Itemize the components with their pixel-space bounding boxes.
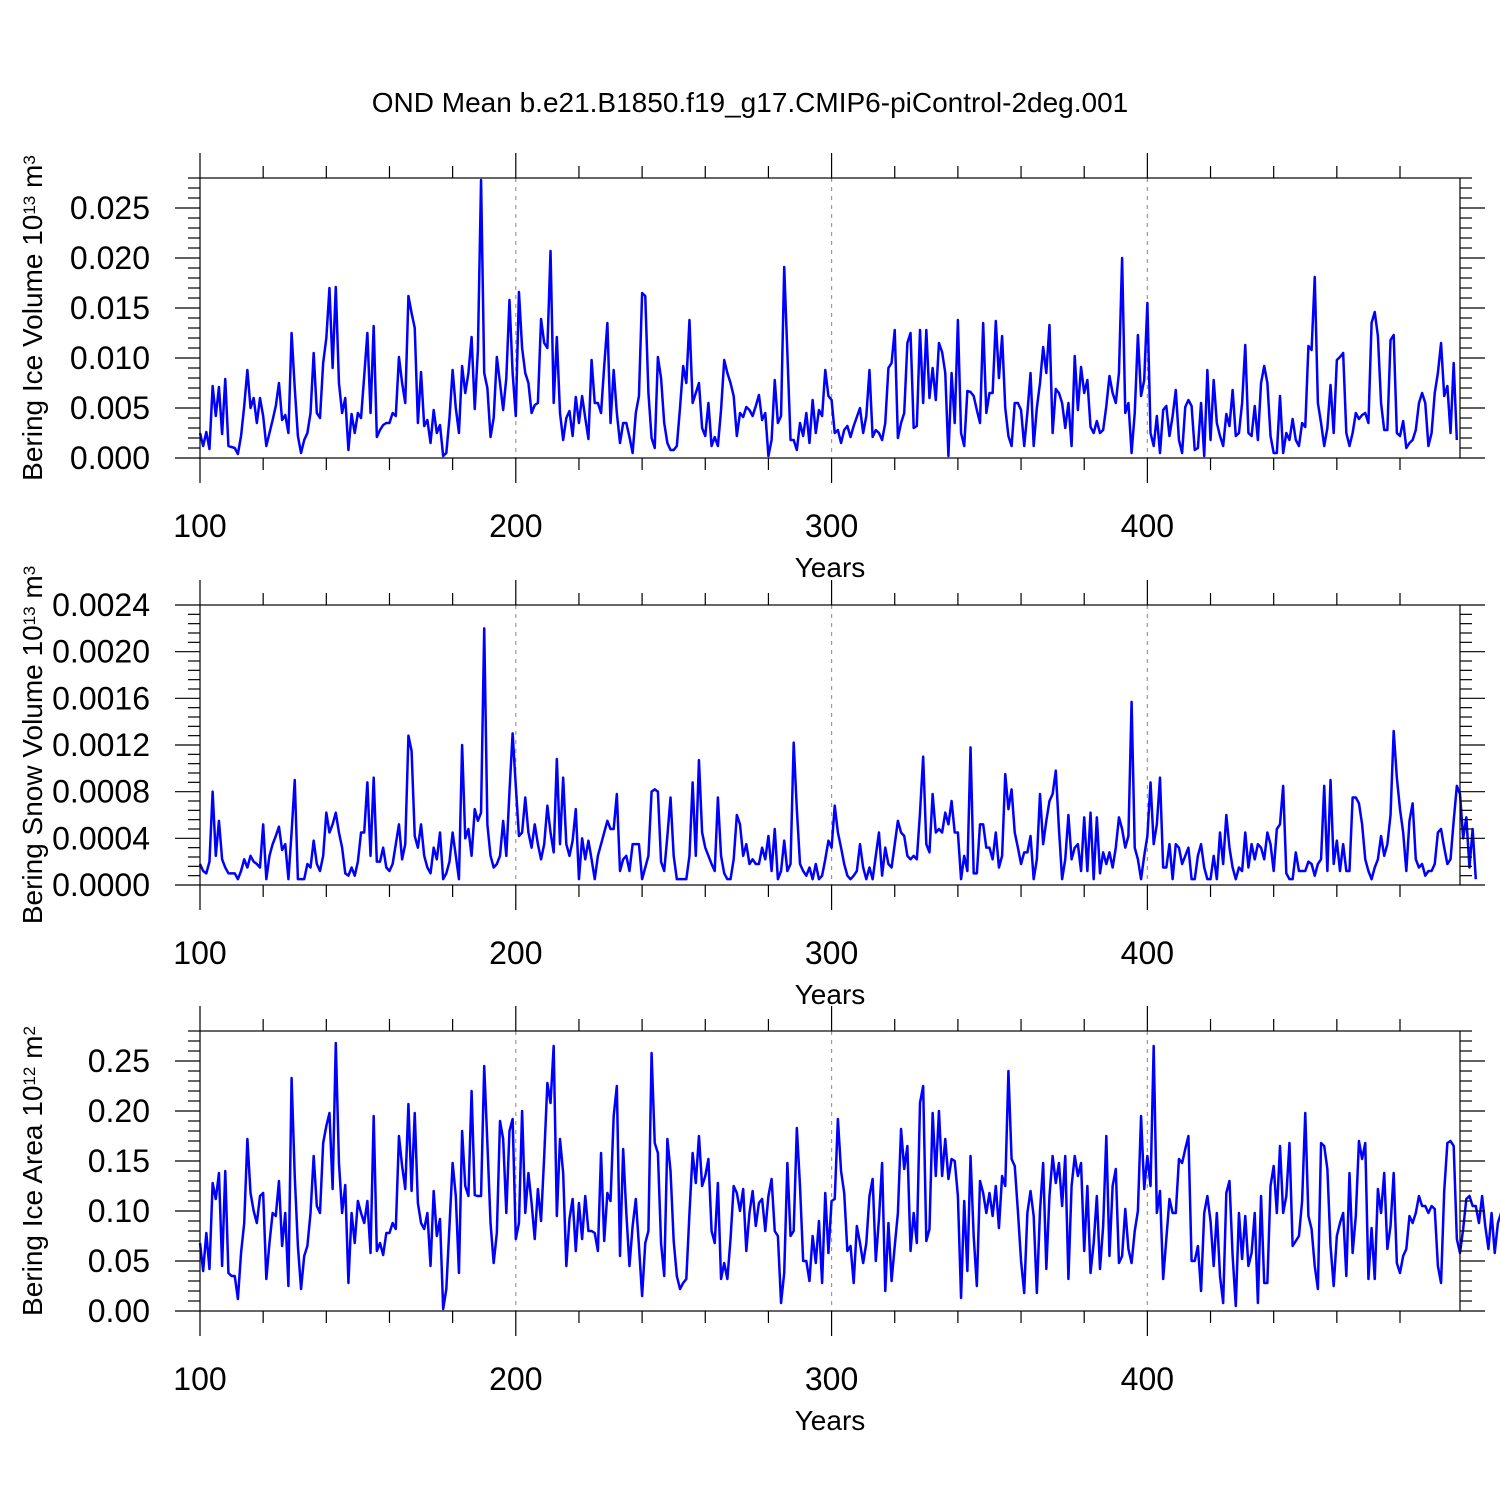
x-tick-label: 300 — [805, 1361, 858, 1397]
panels: 100 200 300 400 0.000 0.005 0.010 0.015 0.020 0.0… — [17, 153, 1500, 1436]
y-tick-label: 0.020 — [70, 240, 150, 276]
y-tick-label: 0.025 — [70, 190, 150, 226]
x-tick-label: 300 — [805, 935, 858, 971]
y-axis-label-text: Bering Ice Area 10 — [17, 1086, 48, 1316]
x-tick-label: 300 — [805, 508, 858, 544]
series-line-1 — [198, 627, 1478, 881]
y-tick-label: 0.005 — [70, 390, 150, 426]
panel-1: 100 200 300 400 0.000 0.005 0.010 0.015 0.020 0.0… — [17, 153, 1485, 583]
y-axis-label: Bering Ice Area 1012 m2 — [17, 1026, 48, 1316]
y-axis-label-text: m — [17, 575, 48, 606]
x-tick-label: 400 — [1121, 508, 1174, 544]
y-axis-label-text: Bering Snow Volume 10 — [17, 625, 48, 924]
x-axis-label: Years — [795, 1405, 866, 1436]
y-tick-label: 0.000 — [70, 440, 150, 476]
x-tick-label: 200 — [489, 1361, 542, 1397]
x-axis-label: Years — [795, 979, 866, 1010]
y-axis-label: Bering Ice Volume 1013 m3 — [17, 155, 48, 481]
y-tick-label: 0.0024 — [52, 587, 150, 623]
y-tick-label: 0.010 — [70, 340, 150, 376]
plot-frame — [199, 1030, 1461, 1312]
chart-title: OND Mean b.e21.B1850.f19_g17.CMIP6-piCon… — [372, 87, 1128, 118]
y-tick-label: 0.0020 — [52, 634, 150, 670]
y-axis-label-text: Bering Ice Volume 10 — [17, 215, 48, 481]
x-tick-label: 200 — [489, 508, 542, 544]
y-axis-label-superscript: 3 — [20, 566, 39, 575]
y-tick-label: 0.0012 — [52, 727, 150, 763]
panel-3: 100 200 300 400 0.00 0.05 0.10 0.15 0.20 0.25 Year… — [17, 1006, 1500, 1436]
y-axis-label-text: m — [17, 1036, 48, 1067]
y-axis-label: Bering Snow Volume 1013 m3 — [17, 566, 48, 924]
y-tick-label: 0.0000 — [52, 867, 150, 903]
x-tick-label: 400 — [1121, 1361, 1174, 1397]
y-tick-label: 0.20 — [88, 1093, 150, 1129]
x-tick-label: 200 — [489, 935, 542, 971]
plot-frame — [199, 177, 1461, 459]
y-tick-label: 0.0016 — [52, 680, 150, 716]
y-tick-label: 0.10 — [88, 1193, 150, 1229]
x-tick-label: 100 — [173, 508, 226, 544]
y-axis-label-superscript: 12 — [20, 1067, 39, 1086]
y-tick-label: 0.015 — [70, 290, 150, 326]
series-line-1 — [198, 1041, 1500, 1311]
y-tick-label: 0.15 — [88, 1143, 150, 1179]
y-axis-label-superscript: 2 — [20, 1026, 39, 1035]
y-tick-label: 0.25 — [88, 1043, 150, 1079]
y-axis-label-superscript: 13 — [20, 196, 39, 215]
x-tick-label: 400 — [1121, 935, 1174, 971]
y-axis-label-superscript: 3 — [20, 155, 39, 164]
y-tick-label: 0.0008 — [52, 774, 150, 810]
y-tick-label: 0.00 — [88, 1293, 150, 1329]
x-tick-label: 100 — [173, 935, 226, 971]
y-axis-label-text: m — [17, 165, 48, 196]
x-tick-label: 100 — [173, 1361, 226, 1397]
x-axis-label: Years — [795, 552, 866, 583]
y-tick-label: 0.05 — [88, 1243, 150, 1279]
y-tick-label: 0.0004 — [52, 820, 150, 856]
y-axis-label-superscript: 13 — [20, 606, 39, 625]
series-line-1 — [198, 178, 1459, 458]
panel-2: 100 200 300 400 0.0000 0.0004 0.0008 0.0012 0.00… — [17, 566, 1485, 1010]
